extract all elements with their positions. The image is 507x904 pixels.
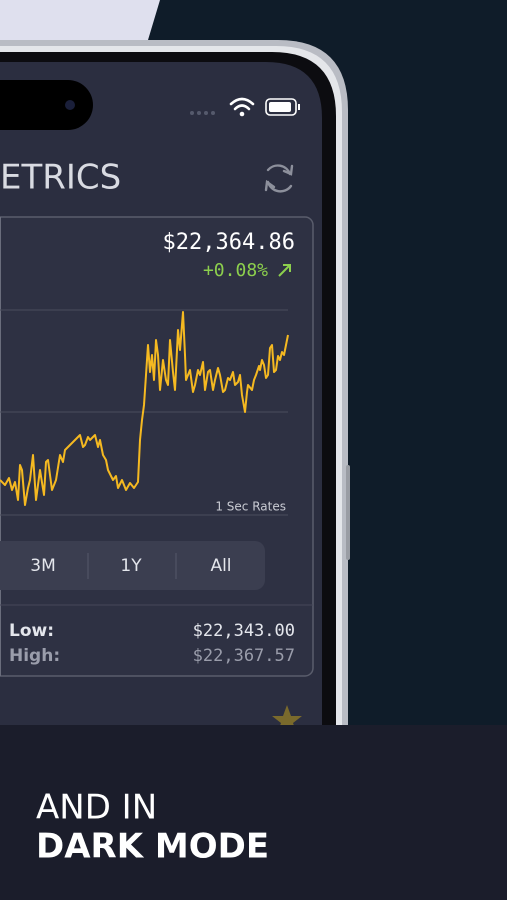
wifi-icon [229,97,255,111]
stat-value: $22,367.57 [193,646,295,666]
stat-label: High: [9,646,60,666]
side-button [346,465,350,560]
dynamic-island [0,80,93,130]
refresh-button[interactable] [264,164,294,193]
change-arrow [278,264,291,277]
caption-band [0,725,507,900]
range-button[interactable]: 3M [30,556,55,576]
wifi-dot [239,111,245,117]
stat-value: $22,343.00 [193,621,295,641]
caption-line: AND IN [36,788,157,828]
range-button[interactable]: 1Y [120,556,142,576]
battery-tip [298,104,300,110]
price-card [0,216,314,677]
price-line [0,311,289,506]
rate-label: 1 Sec Rates [215,500,286,514]
stat-label: Low: [9,621,54,641]
range-button[interactable]: All [210,556,231,576]
caption-line: DARK MODE [36,827,269,867]
price: $22,364.86 [163,230,295,255]
screen-title: ETRICS [0,158,121,198]
camera [65,100,75,110]
favorite-star[interactable] [272,705,302,734]
battery [265,98,297,116]
range-selector [0,541,265,590]
signal-dots [190,111,215,115]
price-change: +0.08% [203,260,268,281]
battery-level [269,102,291,112]
